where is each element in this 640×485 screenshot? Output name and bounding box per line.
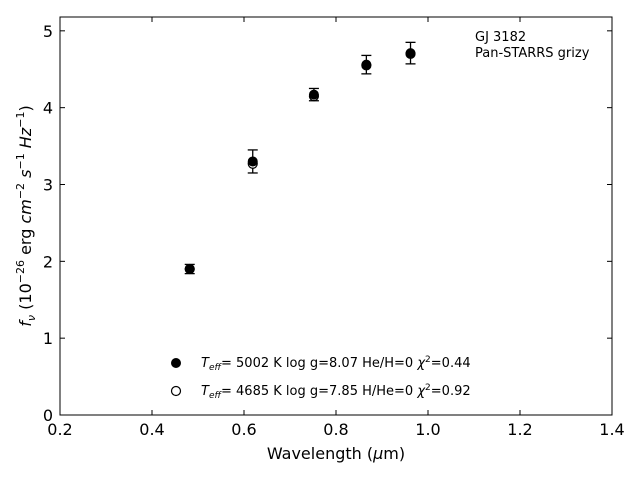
legend-entry-2: Teff= 4685 K log g=7.85 H/He=0 χ2=0.92 <box>201 383 471 401</box>
x-tick-label: 1.0 <box>415 420 440 439</box>
x-tick-label: 0.2 <box>47 420 72 439</box>
legend-marker-filled <box>171 358 181 368</box>
model-point-filled <box>247 156 258 167</box>
y-tick-label: 3 <box>43 175 53 194</box>
model-point-filled <box>308 89 319 100</box>
data-markers <box>184 48 416 275</box>
legend-entry-1: Teff= 5002 K log g=8.07 He/H=0 χ2=0.44 <box>201 355 471 373</box>
y-tick-label: 4 <box>43 99 53 118</box>
model-point-filled <box>361 59 372 70</box>
model-point-filled <box>405 48 416 59</box>
y-tick-label: 1 <box>43 329 53 348</box>
x-tick-label: 1.2 <box>507 420 532 439</box>
x-tick-label: 0.4 <box>139 420 164 439</box>
x-tick-label: 0.8 <box>323 420 348 439</box>
y-tick-label: 0 <box>43 406 53 425</box>
legend-marker-open <box>170 385 182 397</box>
y-tick-label: 5 <box>43 22 53 41</box>
y-axis-label: fν (10−26 erg cm−2 s−1 Hz−1) <box>14 105 38 326</box>
model-point-filled <box>184 264 195 275</box>
x-axis-label: Wavelength (μm) <box>267 444 405 463</box>
x-axis-ticks: 0.2 0.4 0.6 0.8 1.0 1.2 1.4 <box>47 17 625 439</box>
x-tick-label: 1.4 <box>599 420 624 439</box>
y-axis-ticks: 0 1 2 3 4 5 <box>43 22 612 425</box>
error-bars <box>184 41 416 275</box>
x-tick-label: 0.6 <box>231 420 256 439</box>
annotation-survey: Pan-STARRS grizy <box>475 46 590 61</box>
annotation-object: GJ 3182 <box>475 30 526 45</box>
y-tick-label: 2 <box>43 252 53 271</box>
legend: Teff= 5002 K log g=8.07 He/H=0 χ2=0.44 T… <box>170 355 471 401</box>
